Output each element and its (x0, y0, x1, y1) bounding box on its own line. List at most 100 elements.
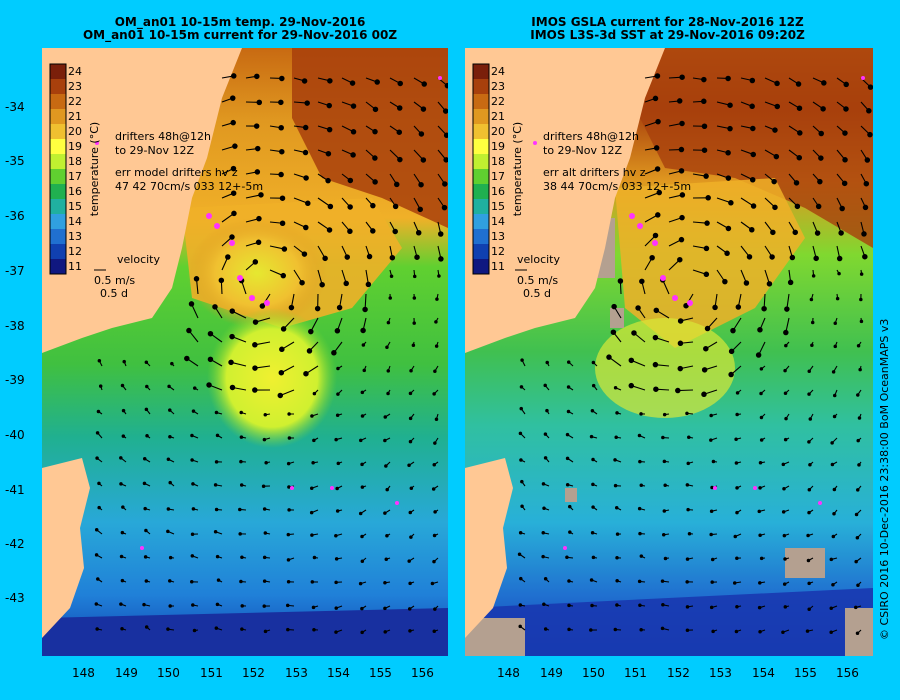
velocity-arrowhead (397, 80, 403, 87)
velocity-arrowhead (615, 603, 619, 607)
velocity-arrowhead (854, 559, 858, 564)
velocity-arrowhead (807, 510, 811, 515)
lon-label: 149 (115, 666, 138, 680)
velocity-arrowhead (831, 370, 836, 374)
err-label-1: err model drifters hv z (115, 166, 238, 179)
velocity-arrowhead (415, 230, 422, 236)
velocity-arrowhead (207, 356, 214, 363)
velocity-arrowhead (781, 630, 785, 634)
velocity-arrowhead (652, 334, 659, 341)
velocity-arrowhead (794, 203, 801, 210)
velocity-arrowhead (350, 152, 356, 158)
velocity-arrowhead (807, 581, 811, 586)
velocity-arrowhead (662, 412, 667, 417)
colorbar-tick: 18 (68, 155, 82, 168)
velocity-arrowhead (679, 74, 685, 80)
velocity-arrowhead (334, 437, 338, 442)
velocity-arrowhead (831, 534, 836, 539)
velocity-arrowhead (230, 165, 237, 172)
velocity-arrowhead (783, 437, 788, 442)
velocity-arrowhead (661, 533, 666, 537)
velocity-arrowhead (286, 558, 291, 562)
velocity-arrowhead (96, 409, 101, 414)
lon-label: 150 (582, 666, 605, 680)
velocity-arrowhead (239, 435, 244, 439)
left-title-line1: OM_an01 10-15m temp. 29-Nov-2016 (114, 15, 366, 29)
velocity-arrowhead (730, 327, 736, 334)
velocity-arrowhead (191, 603, 195, 607)
velocity-arrowhead (254, 169, 261, 175)
lat-label: -36 (5, 209, 25, 223)
velocity-arrowhead (722, 278, 728, 285)
velocity-label: velocity (517, 253, 560, 266)
velocity-arrowhead (591, 383, 596, 388)
velocity-arrowhead (541, 531, 545, 535)
velocity-arrowhead (805, 629, 810, 633)
velocity-arrowhead (832, 487, 837, 492)
velocity-arrowhead (613, 458, 617, 462)
velocity-arrowhead (565, 432, 570, 437)
velocity-arrowhead (755, 352, 762, 358)
velocity-arrowhead (344, 254, 351, 260)
velocity-arrowhead (287, 508, 291, 512)
colorbar-tick: 22 (68, 95, 82, 108)
velocity-arrowhead (350, 129, 357, 135)
velocity-arrowhead (190, 433, 194, 438)
lon-label: 155 (794, 666, 817, 680)
velocity-arrowhead (279, 220, 286, 227)
velocity-arrowhead (705, 195, 711, 201)
velocity-arrowhead (408, 510, 413, 515)
velocity-arrowhead (262, 555, 267, 560)
velocity-arrowhead (166, 529, 170, 534)
velocity-arrowhead (360, 534, 364, 539)
colorbar-right: 24 23 22 21 20 19 18 17 16 15 14 13 12 11 temperature … (472, 63, 524, 275)
velocity-arrowhead (590, 531, 595, 535)
velocity-arrowhead (710, 485, 714, 490)
velocity-arrowhead (675, 387, 681, 394)
velocity-arrowhead (679, 214, 685, 221)
velocity-arrowhead (638, 459, 642, 464)
velocity-arrowhead (836, 255, 843, 262)
velocity-arrowhead (867, 131, 873, 138)
velocity-arrowhead (679, 120, 685, 127)
velocity-arrowhead (301, 251, 308, 257)
velocity-arrowhead (409, 486, 414, 490)
drifters-label-2: to 29-Nov 12Z (543, 144, 622, 157)
velocity-arrowhead (611, 303, 617, 310)
velocity-arrowhead (230, 190, 237, 196)
colorbar-tick: 16 (68, 185, 82, 198)
velocity-arrowhead (412, 321, 416, 325)
velocity-arrowhead (334, 580, 338, 585)
velocity-arrowhead (239, 459, 243, 464)
velocity-arrowhead (325, 150, 332, 157)
velocity-arrowhead (388, 296, 392, 300)
velocity-arrowhead (703, 173, 709, 179)
velocity-arrowhead (119, 554, 124, 559)
velocity-time: 0.5 d (523, 287, 551, 300)
velocity-arrowhead (631, 330, 637, 336)
velocity-arrowhead (829, 606, 833, 611)
velocity-arrowhead (789, 254, 796, 261)
velocity-arrowhead (360, 327, 366, 334)
lon-label: 151 (624, 666, 647, 680)
velocity-arrowhead (710, 557, 715, 562)
velocity-arrowhead (263, 413, 268, 417)
velocity-arrowhead (407, 559, 411, 563)
velocity-arrowhead (858, 367, 862, 372)
velocity-arrowhead (542, 506, 546, 510)
colorbar-swatch (50, 94, 66, 109)
velocity-arrowhead (365, 281, 372, 288)
velocity-arrowhead (656, 189, 663, 196)
velocity-arrowhead (773, 153, 780, 160)
colorbar-swatch (50, 79, 66, 94)
velocity-arrowhead (772, 127, 778, 133)
velocity-arrowhead (757, 509, 762, 514)
velocity-arrowhead (309, 486, 314, 490)
velocity-arrowhead (843, 81, 849, 88)
velocity-arrowhead (687, 531, 692, 536)
velocity-arrowhead (772, 204, 778, 211)
velocity-arrowhead (519, 458, 523, 462)
velocity-arrowhead (432, 462, 436, 467)
velocity-arrowhead (383, 511, 387, 515)
velocity-arrowhead (287, 412, 291, 416)
